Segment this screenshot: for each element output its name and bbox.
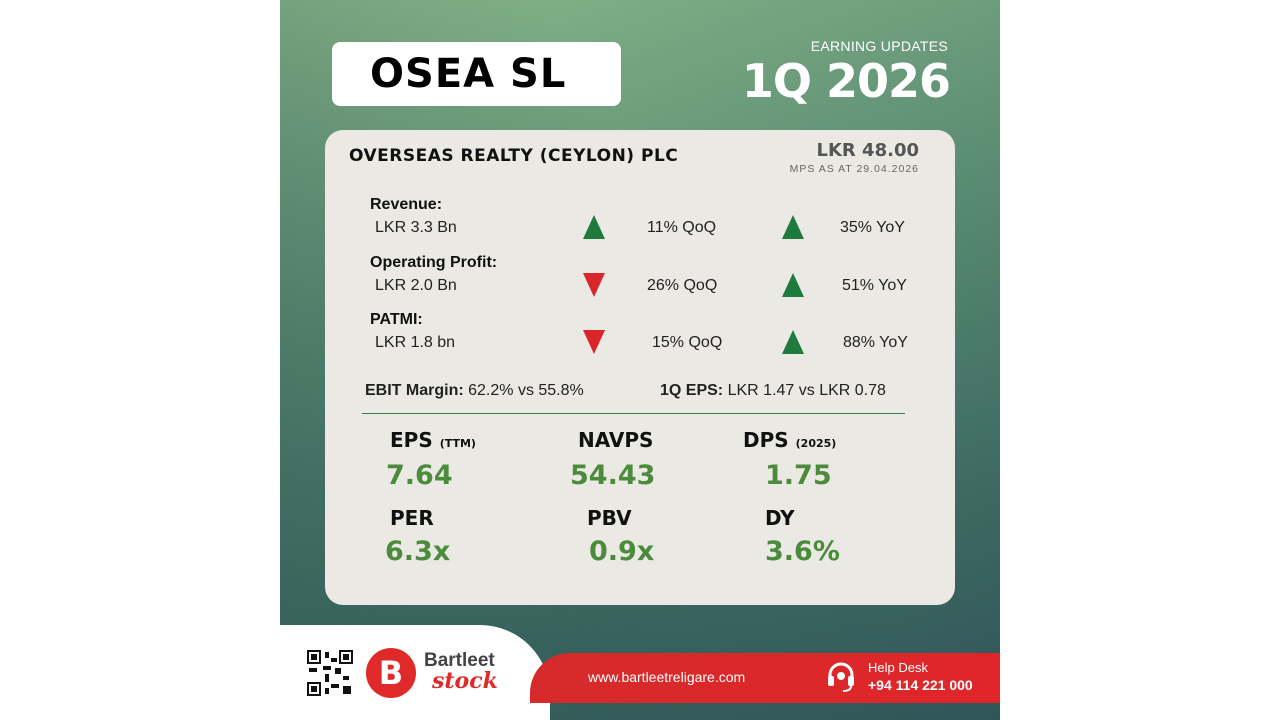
metric-label: PATMI: bbox=[370, 311, 423, 328]
ratio-value: 0.9x bbox=[589, 536, 655, 567]
arrow-down-icon bbox=[583, 273, 605, 297]
ratio-value: 7.64 bbox=[386, 460, 453, 491]
ratio-note: (TTM) bbox=[439, 437, 476, 450]
brand-name: Bartleet bbox=[424, 650, 495, 671]
ebit-label: EBIT Margin: bbox=[365, 382, 464, 399]
brand-sub: stock bbox=[432, 668, 498, 694]
ebit-value: 62.2% vs 55.8% bbox=[468, 382, 584, 399]
company-name: OVERSEAS REALTY (CEYLON) PLC bbox=[349, 146, 679, 166]
ratio-label: DY bbox=[765, 506, 795, 530]
arrow-up-icon bbox=[782, 273, 804, 297]
ratio-name: DY bbox=[765, 506, 795, 530]
bartleet-logo-icon: B bbox=[366, 648, 416, 698]
footer-red-bar bbox=[530, 653, 1000, 703]
ratio-value: 6.3x bbox=[385, 536, 451, 567]
qr-code-icon bbox=[307, 650, 353, 696]
ratio-label: NAVPS bbox=[578, 428, 653, 452]
ebit-margin: EBIT Margin: 62.2% vs 55.8% bbox=[365, 382, 584, 400]
earnings-poster: OSEA SL EARNING UPDATES 1Q 2026 OVERSEAS… bbox=[280, 0, 1000, 720]
metric-value: LKR 1.8 bn bbox=[375, 334, 456, 351]
arrow-down-icon bbox=[583, 330, 605, 354]
metric-label: Operating Profit: bbox=[370, 254, 498, 271]
helpdesk-label: Help Desk bbox=[868, 660, 928, 675]
quarter-eps: 1Q EPS: LKR 1.47 vs LKR 0.78 bbox=[660, 382, 886, 400]
ratio-value: 1.75 bbox=[765, 460, 832, 491]
period: 1Q 2026 bbox=[741, 54, 951, 108]
metric-value: LKR 3.3 Bn bbox=[375, 219, 457, 236]
divider bbox=[362, 413, 905, 414]
arrow-up-icon bbox=[583, 215, 605, 239]
yoy-change: 51% YoY bbox=[842, 277, 907, 294]
ratio-label: PER bbox=[390, 506, 434, 530]
ratio-name: PER bbox=[390, 506, 434, 530]
qoq-change: 11% QoQ bbox=[647, 219, 717, 236]
ratio-name: PBV bbox=[587, 506, 632, 530]
qoq-change: 15% QoQ bbox=[652, 334, 723, 351]
market-price: LKR 48.00 bbox=[816, 140, 919, 161]
ratio-label: EPS (TTM) bbox=[390, 428, 476, 452]
yoy-change: 35% YoY bbox=[840, 219, 905, 236]
ratio-name: DPS bbox=[743, 428, 789, 452]
summary-card: OVERSEAS REALTY (CEYLON) PLC LKR 48.00 M… bbox=[325, 130, 955, 605]
arrow-up-icon bbox=[782, 330, 804, 354]
subtitle: EARNING UPDATES bbox=[810, 38, 948, 54]
eps-label: 1Q EPS: bbox=[660, 382, 724, 399]
helpdesk-phone[interactable]: +94 114 221 000 bbox=[868, 677, 973, 693]
metric-label: Revenue: bbox=[370, 196, 443, 213]
ratio-name: NAVPS bbox=[578, 428, 654, 452]
ratio-label: DPS (2025) bbox=[743, 428, 836, 452]
eps-value: LKR 1.47 vs LKR 0.78 bbox=[727, 382, 886, 399]
ticker-box: OSEA SL bbox=[332, 42, 621, 106]
arrow-up-icon bbox=[782, 215, 804, 239]
ratio-value: 54.43 bbox=[570, 460, 656, 491]
market-price-label: MPS AS AT 29.04.2026 bbox=[789, 163, 919, 175]
website-link[interactable]: www.bartleetreligare.com bbox=[588, 669, 746, 685]
headset-icon bbox=[828, 662, 854, 692]
ratio-name: EPS bbox=[390, 428, 433, 452]
ticker: OSEA SL bbox=[370, 51, 567, 97]
qoq-change: 26% QoQ bbox=[647, 277, 718, 294]
ratio-value: 3.6% bbox=[765, 536, 840, 567]
ratio-note: (2025) bbox=[795, 437, 837, 450]
yoy-change: 88% YoY bbox=[843, 334, 908, 351]
ratio-label: PBV bbox=[587, 506, 632, 530]
metric-value: LKR 2.0 Bn bbox=[375, 277, 457, 294]
